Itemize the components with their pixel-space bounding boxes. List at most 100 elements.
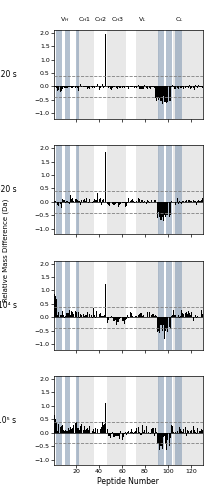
Bar [56,422,57,432]
Bar [179,316,180,318]
Bar [117,86,118,88]
Bar [110,86,111,88]
Bar [75,261,79,350]
Bar [116,318,117,322]
Bar [148,202,149,203]
Bar [130,200,131,202]
Bar [184,427,185,432]
Bar [162,202,163,220]
Bar [80,84,81,86]
Bar [183,314,184,318]
Bar [89,86,90,88]
Bar [167,86,168,102]
Bar [153,316,154,318]
Bar [83,426,84,432]
Bar [194,85,195,86]
Bar [74,200,75,202]
Bar [154,428,155,432]
Bar [157,261,163,350]
Bar [83,198,84,202]
Bar [65,430,66,432]
Bar [74,423,75,432]
Bar [124,202,125,206]
Bar [58,202,59,206]
Bar [123,432,124,434]
Bar [192,200,193,202]
Bar [169,432,170,438]
Bar [201,430,202,432]
Bar [142,86,143,88]
Bar [201,314,202,318]
Bar [122,432,123,438]
Bar [74,86,75,88]
Bar [162,86,163,96]
Bar [125,202,126,206]
Bar [167,318,168,332]
Bar [135,431,136,432]
Bar [62,199,63,202]
Bar [196,200,197,202]
Bar [103,316,104,318]
Bar [70,315,71,318]
Bar [120,86,121,88]
Bar [75,422,76,432]
Bar [108,432,109,436]
Bar [72,198,73,202]
Bar [140,86,141,90]
Bar [136,201,137,202]
Bar [82,200,83,202]
Bar [137,427,138,432]
Bar [173,86,174,88]
Bar [181,201,183,202]
Bar [123,202,124,203]
Bar [157,86,158,100]
Bar [180,310,181,318]
Bar [78,201,79,202]
Bar [55,296,56,318]
Bar [129,312,130,318]
Bar [57,202,58,205]
Bar [65,202,66,203]
Bar [114,202,115,203]
Bar [54,294,55,318]
Bar [94,86,95,88]
Bar [88,86,89,88]
Bar [76,30,94,119]
Bar [138,200,139,202]
Bar [65,316,66,318]
Bar [146,200,147,202]
Bar [105,284,106,318]
Bar [85,429,87,432]
Bar [106,261,125,350]
Bar [54,414,55,432]
Bar [66,431,67,432]
Bar [159,202,160,217]
Bar [59,86,60,92]
Bar [63,200,64,202]
Bar [145,426,146,432]
Bar [163,318,164,340]
Bar [129,200,130,202]
Bar [88,430,89,432]
Bar [97,84,98,86]
Bar [187,311,188,318]
Bar [155,316,156,318]
Bar [194,200,195,202]
Bar [194,315,195,318]
Bar [188,314,189,318]
Bar [82,86,83,88]
Bar [104,86,105,87]
Bar [106,429,107,432]
Bar [116,202,117,203]
Bar [76,316,77,318]
Bar [67,202,68,203]
Bar [170,426,171,432]
Bar [200,310,201,318]
Bar [172,261,202,350]
Bar [102,422,103,432]
Bar [89,426,90,432]
Bar [145,86,146,88]
Bar [100,202,101,204]
Bar [153,200,154,202]
Text: C$_H$1: C$_H$1 [77,16,90,24]
